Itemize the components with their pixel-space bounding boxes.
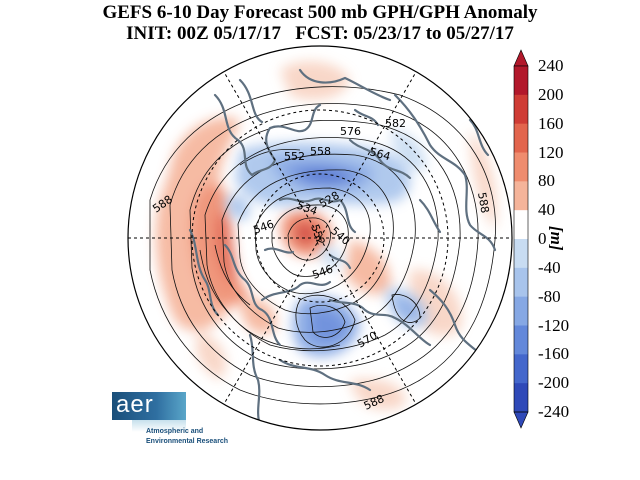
aer-logo-text: aer	[116, 391, 154, 418]
colorbar-tick-label: -240	[538, 402, 570, 421]
colorbar-tick-label: 80	[538, 171, 555, 191]
contour-label: 564	[368, 145, 392, 163]
chart-title-line1: GEFS 6-10 Day Forecast 500 mb GPH/GPH An…	[102, 2, 538, 23]
coastlines	[188, 68, 497, 427]
contour-label: 588	[475, 191, 491, 214]
colorbar-cell	[514, 123, 528, 153]
contour-label: 582	[385, 117, 406, 130]
colorbar-cell	[514, 325, 528, 355]
colorbar-bottom-cap	[513, 411, 529, 429]
colorbar-tick-label: 40	[538, 200, 555, 220]
colorbar-cell	[514, 383, 528, 413]
colorbar-cell	[514, 66, 528, 96]
colorbar-cell	[514, 267, 528, 298]
colorbar-cell	[514, 94, 528, 125]
colorbar-cell	[514, 296, 528, 326]
logo-subtitle-line1: Atmospheric and	[146, 428, 204, 435]
colorbar-tick-label: 200	[538, 84, 564, 104]
map-boundary	[127, 45, 513, 431]
colorbar-tick-label: 0	[538, 229, 547, 248]
colorbar-unit-label: [m]	[547, 226, 566, 251]
colorbar-tick-label: 120	[538, 142, 564, 162]
contour-label: 552	[284, 150, 305, 163]
colorbar	[513, 49, 529, 429]
colorbar-tick-label: -160	[538, 344, 570, 364]
colorbar-tick-label: -120	[538, 315, 570, 335]
colorbar-tick-label: -200	[538, 373, 570, 393]
logo-subtitle-line2: Environmental Research	[146, 438, 229, 445]
colorbar-cell	[514, 210, 528, 240]
colorbar-tick-label: -80	[538, 286, 561, 306]
colorbar-tick-label: -40	[538, 257, 561, 277]
colorbar-cell	[514, 181, 528, 211]
contour-label: 576	[340, 125, 361, 138]
aer-logo-mark: aer	[112, 391, 186, 420]
colorbar-cell	[514, 354, 528, 384]
colorbar-tick-label: 240	[538, 56, 564, 75]
lat-lon-grid	[128, 71, 512, 405]
colorbar-top-cap	[513, 49, 529, 67]
colorbar-tick-label: 160	[538, 113, 564, 133]
colorbar-cell	[514, 239, 528, 269]
contour-label: 558	[310, 145, 331, 158]
aer-logo: aer Atmospheric and Environmental Resear…	[112, 391, 242, 448]
colorbar-cell	[514, 152, 528, 182]
chart-title-line2: INIT: 00Z 05/17/17 FCST: 05/23/17 to 05/…	[126, 23, 514, 44]
